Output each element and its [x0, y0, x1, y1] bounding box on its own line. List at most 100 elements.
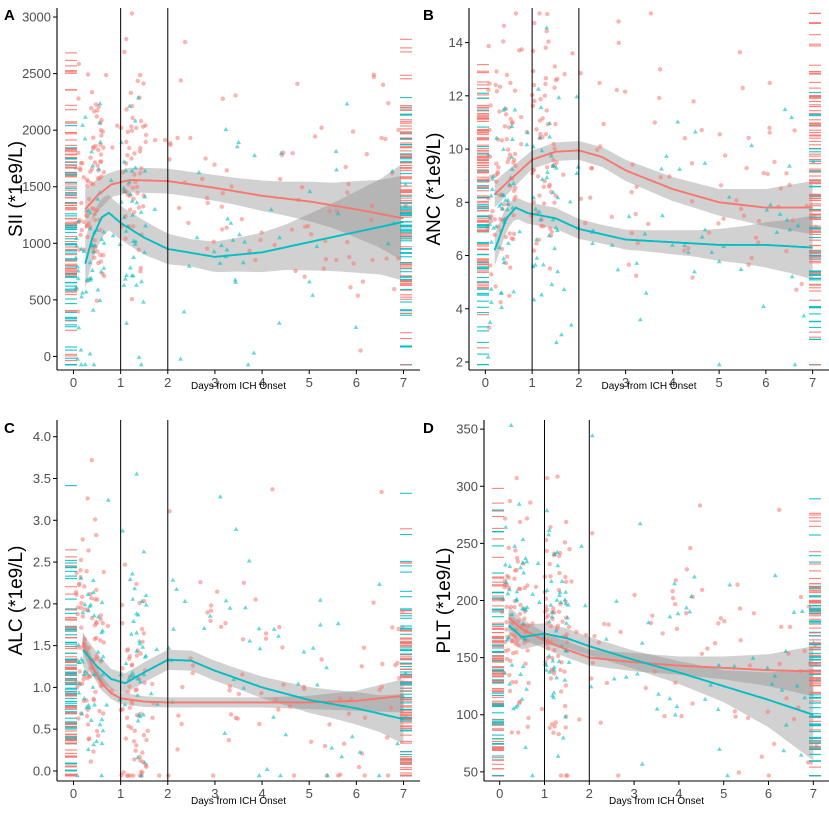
scatter-point-teal [614, 598, 619, 603]
scatter-point-teal [532, 262, 538, 267]
scatter-point-red [383, 136, 388, 142]
scatter-point-red [208, 618, 213, 623]
scatter-point-red [179, 721, 184, 727]
scatter-point-red [211, 239, 216, 244]
scatter-point-red [277, 176, 283, 182]
scatter-point-red [503, 234, 508, 240]
scatter-point-teal [344, 101, 350, 106]
scatter-point-teal [551, 690, 557, 695]
scatter-point-teal [539, 176, 545, 181]
scatter-point-red [541, 184, 546, 189]
scatter-point-teal [123, 228, 129, 233]
scatter-point-red [508, 658, 513, 663]
scatter-point-red [178, 78, 183, 83]
scatter-point-red [263, 636, 269, 641]
y-tick-label: 1000 [22, 236, 51, 251]
scatter-point-teal [357, 749, 363, 754]
panel-A: A 0 1 2 3 4 5 6 7 0 500 1000 1500 2000 2500 3000 Days fr… [4, 7, 420, 392]
scatter-point-red [93, 689, 98, 695]
scatter-point-teal [511, 289, 516, 294]
scatter-point-red [396, 256, 401, 261]
scatter-point-teal [233, 526, 239, 531]
scatter-point-red [524, 516, 530, 521]
scatter-point-red [648, 11, 654, 16]
scatter-point-teal [501, 146, 506, 151]
scatter-point-teal [121, 214, 127, 220]
scatter-point-teal [307, 279, 312, 284]
scatter-point-teal [75, 275, 81, 281]
scatter-point-teal [87, 260, 93, 265]
scatter-point-red [362, 715, 368, 720]
scatter-point-teal [349, 734, 355, 739]
scatter-point-teal [489, 239, 494, 244]
scatter-point-teal [339, 754, 345, 759]
scatter-point-red [101, 711, 106, 716]
scatter-point-teal [792, 362, 798, 367]
scatter-point-red [761, 170, 766, 176]
scatter-point-teal [211, 249, 217, 254]
scatter-point-red [89, 106, 94, 111]
scatter-point-teal [555, 269, 560, 274]
scatter-point-teal [119, 139, 124, 145]
scatter-point-red [798, 594, 804, 600]
scatter-point-teal [135, 718, 141, 723]
y-tick-label: 1.5 [33, 638, 51, 653]
scatter-point-teal [142, 760, 148, 765]
x-tick-label: 6 [353, 375, 360, 390]
x-tick-label: 1 [117, 375, 124, 390]
scatter-point-teal [549, 281, 555, 287]
scatter-point-red [139, 626, 145, 632]
scatter-point-teal [121, 159, 127, 164]
scatter-point-teal [490, 173, 496, 178]
scatter-point-teal [551, 664, 557, 669]
scatter-point-red [303, 224, 308, 229]
scatter-point-red [136, 247, 141, 252]
scatter-point-red [168, 142, 173, 148]
scatter-point-red [73, 589, 79, 595]
scatter-point-red [86, 196, 92, 202]
scatter-point-teal [692, 574, 697, 579]
scatter-point-red [552, 146, 557, 151]
scatter-point-teal [142, 168, 148, 173]
y-tick-label: 0 [44, 349, 51, 364]
scatter-point-red [361, 645, 367, 650]
scatter-point-red [577, 717, 582, 722]
scatter-point-red [128, 207, 133, 212]
scatter-point-red [673, 602, 678, 607]
scatter-point-teal [95, 287, 101, 292]
scatter-point-red [537, 118, 543, 123]
scatter-point-red [498, 300, 503, 305]
scatter-point-red [689, 161, 695, 166]
scatter-point-red [280, 645, 285, 650]
scatter-point-teal [123, 276, 128, 281]
scatter-point-teal [494, 135, 499, 140]
scatter-point-red [388, 705, 394, 710]
scatter-point-red [138, 758, 143, 763]
scatter-point-teal [314, 243, 320, 249]
scatter-point-red [138, 265, 143, 271]
scatter-point-teal [789, 274, 795, 279]
y-tick-label: 150 [456, 650, 478, 665]
scatter-point-teal [525, 130, 531, 135]
y-tick-label: 0.0 [33, 763, 51, 778]
scatter-point-teal [549, 153, 554, 158]
scatter-point-red [371, 72, 376, 77]
scatter-point-red [736, 770, 742, 775]
scatter-point-red [233, 715, 238, 720]
scatter-point-teal [685, 249, 691, 254]
scatter-point-teal [503, 562, 508, 567]
scatter-point-red [321, 266, 326, 271]
scatter-point-teal [310, 292, 316, 297]
scatter-point-teal [278, 773, 283, 778]
scatter-point-red [767, 125, 772, 131]
scatter-point-teal [505, 591, 511, 596]
scatter-point-red [385, 773, 391, 778]
scatter-point-teal [547, 120, 553, 125]
scatter-point-red [604, 680, 610, 686]
scatter-point-teal [493, 224, 499, 229]
scatter-point-teal [201, 625, 207, 630]
scatter-point-teal [772, 673, 778, 678]
scatter-point-red [281, 682, 286, 687]
scatter-point-teal [376, 773, 382, 778]
scatter-point-red [712, 641, 718, 646]
